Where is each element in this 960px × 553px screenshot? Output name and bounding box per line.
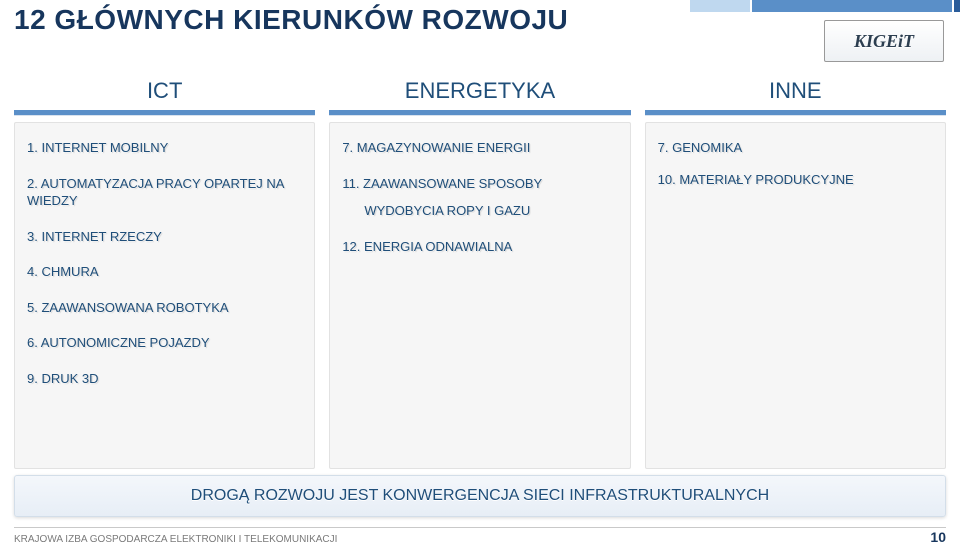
accent-bar	[690, 0, 750, 12]
list-item: 1. INTERNET MOBILNY	[27, 133, 302, 165]
list-item: 7. MAGAZYNOWANIE ENERGII	[342, 133, 617, 165]
list-item: 5. ZAAWANSOWANA ROBOTYKA	[27, 289, 302, 325]
bottom-banner: DROGĄ ROZWOJU JEST KONWERGENCJA SIECI IN…	[14, 475, 946, 517]
org-logo: KIGEiT	[824, 20, 944, 62]
logo-text: KIGEiT	[854, 31, 914, 52]
list-item: 12. ENERGIA ODNAWIALNA	[342, 228, 617, 264]
footer-divider	[14, 527, 946, 528]
list-item: 11. ZAAWANSOWANE SPOSOBY	[342, 165, 617, 201]
column-header-other: INNE	[645, 74, 946, 115]
column-header-ict: ICT	[14, 74, 315, 115]
list-ict: 1. INTERNET MOBILNY 2. AUTOMATYZACJA PRA…	[27, 133, 302, 395]
panel-other: 7. GENOMIKA 10. MATERIAŁY PRODUKCYJNE	[645, 122, 946, 469]
content-panels: 1. INTERNET MOBILNY 2. AUTOMATYZACJA PRA…	[14, 122, 946, 469]
accent-bar	[752, 0, 952, 12]
list-energy: 7. MAGAZYNOWANIE ENERGII 11. ZAAWANSOWAN…	[342, 133, 617, 263]
slide: 12 GŁÓWNYCH KIERUNKÓW ROZWOJU KIGEiT ICT…	[0, 0, 960, 553]
list-item: 7. GENOMIKA	[658, 133, 933, 165]
panel-energy: 7. MAGAZYNOWANIE ENERGII 11. ZAAWANSOWAN…	[329, 122, 630, 469]
list-item: 2. AUTOMATYZACJA PRACY OPARTEJ NA WIEDZY	[27, 165, 302, 218]
top-accent-bars	[690, 0, 960, 12]
footer: KRAJOWA IZBA GOSPODARCZA ELEKTRONIKI I T…	[14, 529, 946, 545]
column-header-energy: ENERGETYKA	[329, 74, 630, 115]
panel-ict: 1. INTERNET MOBILNY 2. AUTOMATYZACJA PRA…	[14, 122, 315, 469]
page-number: 10	[930, 529, 946, 545]
accent-bar	[954, 0, 960, 12]
list-item: WYDOBYCIA ROPY I GAZU	[342, 196, 617, 228]
list-other: 7. GENOMIKA 10. MATERIAŁY PRODUKCYJNE	[658, 133, 933, 196]
column-headers: ICT ENERGETYKA INNE	[14, 74, 946, 115]
list-item: 3. INTERNET RZECZY	[27, 218, 302, 254]
list-item: 9. DRUK 3D	[27, 360, 302, 396]
banner-text: DROGĄ ROZWOJU JEST KONWERGENCJA SIECI IN…	[191, 487, 769, 505]
list-item: 6. AUTONOMICZNE POJAZDY	[27, 324, 302, 360]
list-item: 10. MATERIAŁY PRODUKCYJNE	[658, 165, 933, 197]
list-item: 4. CHMURA	[27, 253, 302, 289]
footer-org: KRAJOWA IZBA GOSPODARCZA ELEKTRONIKI I T…	[14, 530, 337, 545]
page-title: 12 GŁÓWNYCH KIERUNKÓW ROZWOJU	[14, 4, 568, 36]
